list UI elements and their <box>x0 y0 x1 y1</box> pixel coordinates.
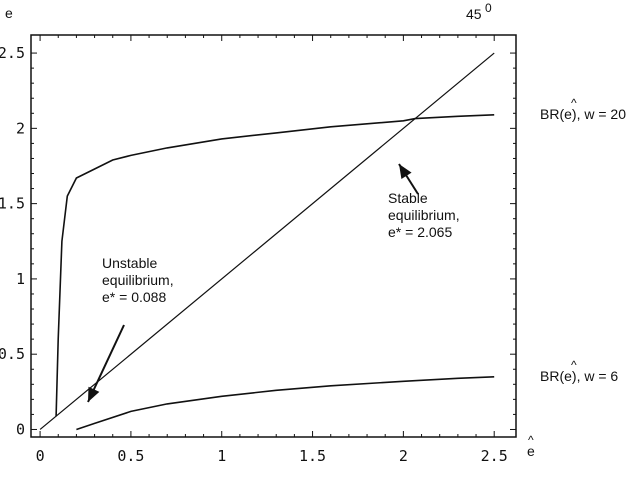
annotation-unstable-line: Unstable <box>102 255 157 271</box>
series-line-1 <box>55 114 495 417</box>
series-line-2 <box>76 376 495 431</box>
diagonal-label: 45 <box>466 6 482 22</box>
annotation-stable-line: equilibrium, <box>388 207 460 223</box>
stable-arrow-head <box>399 164 412 180</box>
x-axis-label: e <box>527 443 535 459</box>
annotation-unstable-line: e* = 0.088 <box>102 289 166 305</box>
x-tick-label: 2.5 <box>481 447 508 465</box>
y-tick-label: 1 <box>16 270 25 288</box>
unstable-arrow-shaft <box>87 324 125 403</box>
x-tick-label: 0 <box>36 447 45 465</box>
y-tick-label: 2.5 <box>0 44 25 62</box>
x-tick-label: 2 <box>399 447 408 465</box>
series-label-2: BR(e), w = 6 <box>540 368 618 384</box>
series-label-1: BR(e), w = 20 <box>540 106 626 122</box>
diagonal-45-line <box>39 52 495 430</box>
y-tick-label: 2 <box>16 119 25 137</box>
y-tick-label: 0 <box>16 420 25 438</box>
y-tick-label: 0.5 <box>0 345 25 363</box>
x-tick-label: 1.5 <box>299 447 326 465</box>
annotation-stable-line: e* = 2.065 <box>388 224 452 240</box>
annotation-unstable-line: equilibrium, <box>102 272 174 288</box>
y-axis-label: e <box>5 5 13 21</box>
hat-mark: ^ <box>571 358 577 372</box>
y-tick-label: 1.5 <box>0 195 25 213</box>
axis-ticks: 0 0.5 1 1.5 2 2.5 0 0.5 1 1.5 2 2.5 <box>0 35 516 465</box>
plot-lines <box>39 52 495 431</box>
x-axis-hat: ^ <box>528 433 534 447</box>
unstable-arrow-head <box>88 386 100 402</box>
annotation-stable-line: Stable <box>388 190 428 206</box>
plot-frame <box>30 34 517 438</box>
diagonal-label-sup: 0 <box>485 1 492 15</box>
x-tick-label: 1 <box>217 447 226 465</box>
x-tick-label: 0.5 <box>117 447 144 465</box>
plot-labels: BR(e), w = 20^BR(e), w = 6^ee^45 0Unstabl… <box>5 1 626 459</box>
hat-mark: ^ <box>571 96 577 110</box>
